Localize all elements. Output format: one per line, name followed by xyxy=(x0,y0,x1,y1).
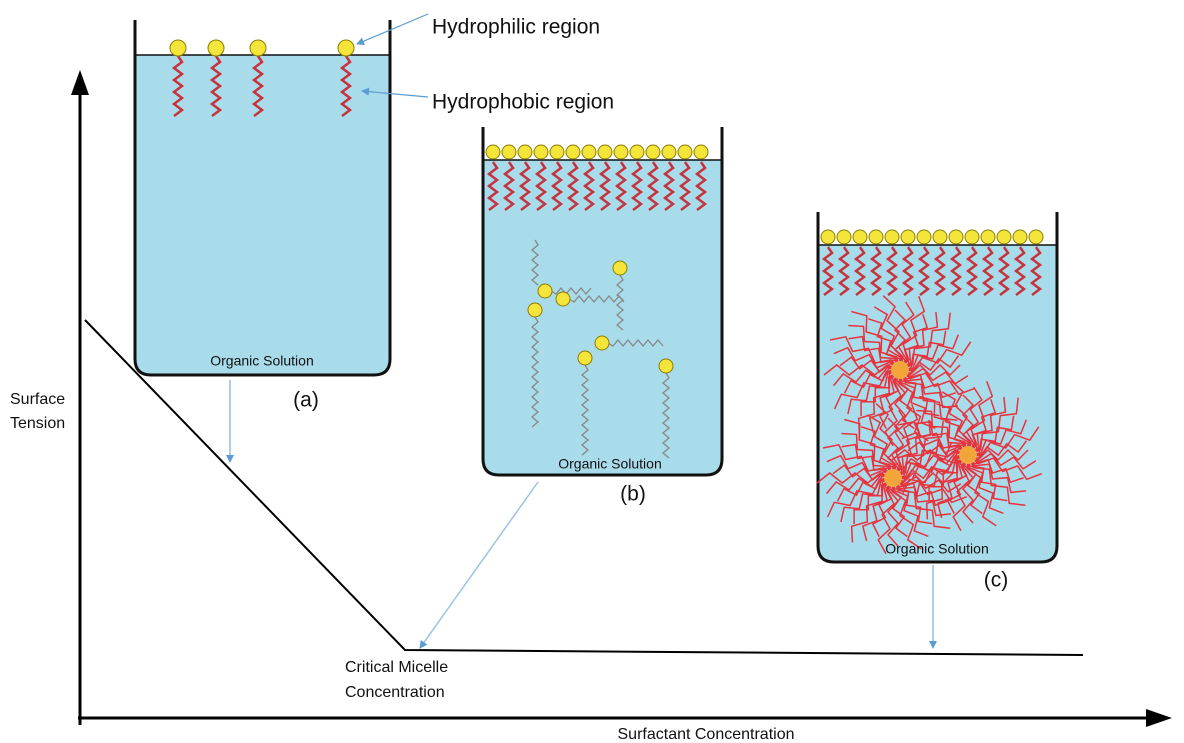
head xyxy=(502,145,516,159)
solution-label: Organic Solution xyxy=(210,353,314,369)
head xyxy=(614,145,628,159)
head xyxy=(885,230,899,244)
head xyxy=(613,261,627,275)
head xyxy=(338,40,354,56)
head xyxy=(837,230,851,244)
head xyxy=(598,145,612,159)
head xyxy=(1029,230,1043,244)
head xyxy=(630,145,644,159)
head xyxy=(694,145,708,159)
beaker-label: (c) xyxy=(984,569,1009,592)
micelle-core xyxy=(884,469,902,487)
head xyxy=(595,336,609,350)
head xyxy=(486,145,500,159)
head xyxy=(869,230,883,244)
y-axis-label: Tension xyxy=(10,415,65,432)
head xyxy=(997,230,1011,244)
annotation-arrow xyxy=(357,14,428,44)
hydrophobic-label: Hydrophobic region xyxy=(432,91,614,114)
diagram: Hydrophilic region Hydrophobic region Or… xyxy=(0,0,1184,743)
head xyxy=(566,145,580,159)
micelle-core xyxy=(891,361,909,379)
head xyxy=(933,230,947,244)
x-axis-arrow xyxy=(1146,709,1172,727)
head xyxy=(853,230,867,244)
head xyxy=(538,284,552,298)
pointer-arrow xyxy=(420,482,538,648)
head xyxy=(550,145,564,159)
water xyxy=(135,55,390,375)
head xyxy=(821,230,835,244)
y-axis-label: Surface xyxy=(10,391,65,408)
hydrophilic-label: Hydrophilic region xyxy=(432,16,600,39)
head xyxy=(556,292,570,306)
head xyxy=(678,145,692,159)
head xyxy=(646,145,660,159)
micelle-core xyxy=(959,446,977,464)
head xyxy=(528,303,542,317)
solution-label: Organic Solution xyxy=(885,541,989,557)
head xyxy=(901,230,915,244)
x-axis-label: Surfactant Concentration xyxy=(618,726,795,743)
beaker-label: (b) xyxy=(620,483,646,506)
beaker-label: (a) xyxy=(293,389,319,412)
page: Hydrophilic region Hydrophobic region Or… xyxy=(0,0,1184,743)
head xyxy=(981,230,995,244)
head xyxy=(208,40,224,56)
head xyxy=(582,145,596,159)
solution-label: Organic Solution xyxy=(558,456,662,472)
head xyxy=(917,230,931,244)
head xyxy=(534,145,548,159)
head xyxy=(170,40,186,56)
cmc-label: Concentration xyxy=(345,684,445,701)
cmc-label: Critical Micelle xyxy=(345,659,448,676)
head xyxy=(949,230,963,244)
head xyxy=(659,359,673,373)
head xyxy=(250,40,266,56)
head xyxy=(1013,230,1027,244)
head xyxy=(578,351,592,365)
y-axis-arrow xyxy=(71,70,89,95)
head xyxy=(518,145,532,159)
head xyxy=(662,145,676,159)
head xyxy=(965,230,979,244)
